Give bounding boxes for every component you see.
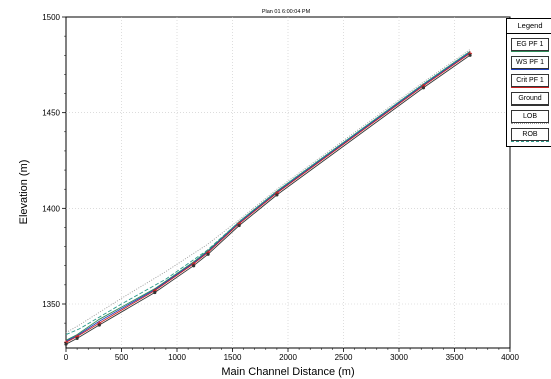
legend-item: EG PF 1 <box>510 36 550 54</box>
legend-label: WS PF 1 <box>511 56 549 69</box>
series-point-3 <box>192 264 196 268</box>
legend-item: Ground <box>510 90 550 108</box>
x-tick-label: 3000 <box>390 353 408 362</box>
legend-item: Crit PF 1 <box>510 72 550 90</box>
x-tick-label: 500 <box>115 353 129 362</box>
series-point-3 <box>275 193 279 197</box>
chart-title: Plan 01 6:00:04 PM <box>262 9 311 15</box>
legend-swatch <box>511 51 549 52</box>
legend-label: ROB <box>511 128 549 141</box>
legend-label: Ground <box>511 92 549 105</box>
legend-list: EG PF 1 WS PF 1 Crit PF 1 Ground LOB ROB <box>507 34 551 146</box>
series-line-3 <box>65 54 471 345</box>
legend-label: EG PF 1 <box>511 38 549 51</box>
legend-swatch <box>511 105 549 106</box>
legend-label: Crit PF 1 <box>511 74 549 87</box>
legend: Legend EG PF 1 WS PF 1 Crit PF 1 Ground LOB R… <box>506 18 551 147</box>
x-tick-label: 1000 <box>168 353 186 362</box>
x-axis-label: Main Channel Distance (m) <box>221 366 354 378</box>
x-tick-label: 4000 <box>501 353 519 362</box>
series-point-3 <box>468 53 472 57</box>
series-point-3 <box>153 290 157 295</box>
x-tick-label: 2000 <box>279 353 297 362</box>
legend-swatch <box>511 141 549 142</box>
series-line-0 <box>65 51 471 341</box>
y-tick-label: 1350 <box>42 300 60 309</box>
legend-title: Legend <box>507 19 551 34</box>
legend-label: LOB <box>511 110 549 123</box>
x-axis: 0 500 1000 1500 2000 2500 3000 3500 4000 <box>64 348 519 362</box>
series-point-3 <box>64 342 68 346</box>
x-tick-label: 1500 <box>224 353 242 362</box>
legend-swatch <box>511 123 549 124</box>
series-point-3 <box>97 323 101 327</box>
series-point-3 <box>421 86 426 90</box>
y-axis-label: Elevation (m) <box>18 160 30 225</box>
series-line-1 <box>65 52 471 342</box>
x-tick-label: 0 <box>64 353 69 362</box>
x-tick-label: 2500 <box>335 353 353 362</box>
legend-swatch <box>511 87 549 88</box>
legend-swatch <box>511 69 549 70</box>
series-line-2 <box>65 53 471 343</box>
y-axis: 1350 1400 1450 1500 <box>42 13 66 343</box>
series-lines <box>65 49 471 345</box>
y-tick-label: 1500 <box>42 13 60 22</box>
series-point-3 <box>206 252 210 256</box>
legend-item: ROB <box>510 126 550 144</box>
series-point-3 <box>75 336 79 341</box>
y-tick-label: 1400 <box>42 204 60 213</box>
legend-item: WS PF 1 <box>510 54 550 72</box>
y-tick-label: 1450 <box>42 109 60 118</box>
series-line-5 <box>65 51 471 336</box>
legend-item: LOB <box>510 108 550 126</box>
series-point-3 <box>237 223 241 228</box>
x-tick-label: 3500 <box>446 353 464 362</box>
